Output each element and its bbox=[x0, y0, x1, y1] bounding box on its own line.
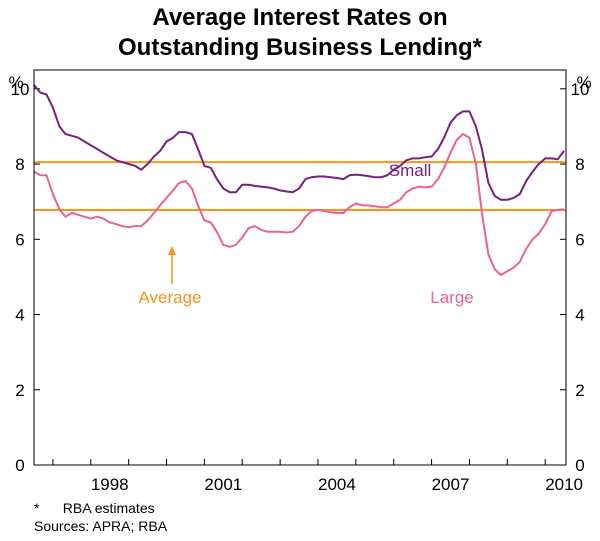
annotation-small: Small bbox=[389, 161, 432, 180]
chart-title-line-2: Outstanding Business Lending* bbox=[118, 34, 483, 61]
y-tick-label-left-2: 2 bbox=[15, 381, 24, 400]
y-tick-label-left-10: 10 bbox=[11, 80, 30, 99]
x-tick-label-1998: 1998 bbox=[91, 475, 129, 494]
y-tick-label-right-8: 8 bbox=[575, 155, 584, 174]
x-tick-label-2001: 2001 bbox=[204, 475, 242, 494]
average-arrow-head bbox=[168, 246, 176, 255]
y-tick-label-left-4: 4 bbox=[15, 306, 24, 325]
y-tick-label-right-6: 6 bbox=[575, 230, 584, 249]
y-tick-label-right-10: 10 bbox=[571, 80, 590, 99]
series-lines bbox=[33, 84, 565, 276]
x-tick-label-2010: 2010 bbox=[545, 475, 583, 494]
y-tick-group: 0 0 2 2 4 4 6 6 8 8 10 10 bbox=[11, 80, 590, 475]
y-tick-label-left-0: 0 bbox=[15, 456, 24, 475]
annotation-large: Large bbox=[430, 288, 473, 307]
annotation-average: Average bbox=[138, 288, 201, 307]
y-tick-label-right-4: 4 bbox=[575, 306, 584, 325]
footnote: * RBA estimates bbox=[34, 500, 155, 516]
y-unit-left: % bbox=[8, 73, 23, 92]
y-tick-label-right-0: 0 bbox=[575, 456, 584, 475]
y-tick-label-left-6: 6 bbox=[15, 230, 24, 249]
y-tick-label-left-8: 8 bbox=[15, 155, 24, 174]
plot-frame bbox=[33, 69, 567, 466]
series-line-small bbox=[33, 84, 565, 201]
y-tick-label-right-2: 2 bbox=[575, 381, 584, 400]
x-tick-group: 1998 2001 2004 2007 2010 bbox=[52, 459, 583, 494]
sources: Sources: APRA; RBA bbox=[34, 518, 168, 534]
x-tick-label-2004: 2004 bbox=[318, 475, 356, 494]
chart-title-line-1: Average Interest Rates on bbox=[152, 4, 447, 31]
series-line-large bbox=[33, 133, 565, 276]
y-unit-right: % bbox=[576, 73, 591, 92]
x-tick-label-2007: 2007 bbox=[432, 475, 470, 494]
